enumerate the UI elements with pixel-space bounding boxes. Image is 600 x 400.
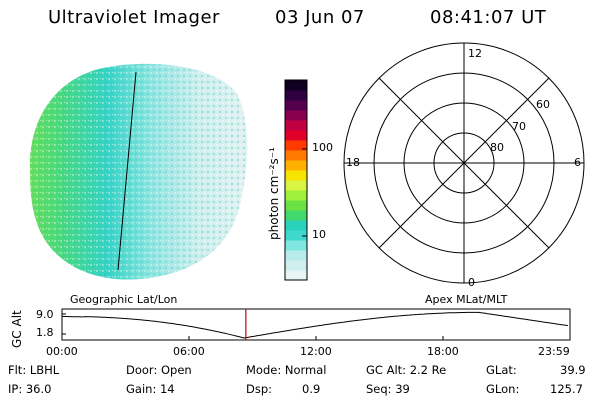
altitude-x-tick-label: 06:00: [173, 345, 205, 358]
mlt-label-0: 0: [468, 276, 475, 289]
altitude-y-top: 9.0: [36, 308, 54, 321]
colorbar-segment: [285, 110, 307, 121]
colorbar-segment: [285, 270, 307, 281]
mlt-label-18: 18: [346, 156, 360, 169]
colorbar: [284, 79, 308, 281]
lat-label-80: 80: [490, 141, 504, 154]
colorbar-segment: [285, 220, 307, 231]
colorbar-segment: [285, 190, 307, 201]
altitude-curve: [61, 311, 568, 339]
lat-label-60: 60: [536, 98, 550, 111]
colorbar-segment: [285, 170, 307, 181]
colorbar-tick-10: 10: [312, 228, 326, 241]
uv-earth-image: [29, 63, 248, 280]
right-panel-label: Apex MLat/MLT: [425, 293, 508, 306]
mlt-label-12: 12: [468, 47, 482, 60]
mode-info: Mode: Normal: [246, 363, 327, 377]
colorbar-segment: [285, 140, 307, 151]
left-panel-label: Geographic Lat/Lon: [70, 293, 178, 306]
gain-info: Gain: 14: [126, 382, 175, 396]
glon-label: GLon:: [486, 382, 520, 396]
filter-info: Flt: LBHL: [8, 363, 60, 377]
colorbar-frame: [284, 79, 308, 281]
colorbar-segment: [285, 150, 307, 161]
colorbar-segment: [285, 100, 307, 111]
door-info: Door: Open: [126, 363, 192, 377]
glon-value: 125.7: [550, 382, 583, 396]
colorbar-segment: [285, 90, 307, 101]
colorbar-segment: [285, 120, 307, 131]
colorbar-segment: [285, 230, 307, 241]
colorbar-segment: [285, 260, 307, 271]
altitude-x-tick-label: 18:00: [427, 345, 459, 358]
colorbar-unit-label: photon cm⁻²s⁻¹: [267, 147, 281, 240]
colorbar-segment: [285, 210, 307, 221]
altitude-ylabel: GC Alt: [10, 310, 24, 348]
altitude-plot-frame: [61, 308, 571, 341]
colorbar-segment: [285, 200, 307, 211]
terminator-line: [117, 71, 137, 271]
time-label: 08:41:07 UT: [430, 7, 547, 28]
colorbar-segment: [285, 240, 307, 251]
glat-value: 39.9: [560, 363, 586, 377]
date-label: 03 Jun 07: [275, 7, 365, 28]
altitude-plot: [61, 308, 571, 341]
colorbar-segment: [285, 130, 307, 141]
seq-info: Seq: 39: [366, 382, 410, 396]
colorbar-tick-100: 100: [312, 141, 333, 154]
colorbar-segment: [285, 160, 307, 171]
dsp-value: 0.9: [302, 382, 321, 396]
gc-alt-info: GC Alt: 2.2 Re: [366, 363, 447, 377]
ip-info: IP: 36.0: [8, 382, 52, 396]
altitude-y-bottom: 1.8: [36, 326, 54, 339]
altitude-x-tick-label: 00:00: [46, 345, 78, 358]
colorbar-segment: [285, 180, 307, 191]
polar-plot: [343, 42, 585, 284]
lat-label-70: 70: [512, 120, 526, 133]
altitude-x-tick-label: 23:59: [538, 345, 570, 358]
dsp-label: Dsp:: [246, 382, 273, 396]
colorbar-segment: [285, 80, 307, 91]
mlt-label-6: 6: [574, 156, 581, 169]
colorbar-segment: [285, 250, 307, 261]
instrument-title: Ultraviolet Imager: [48, 7, 220, 28]
glat-label: GLat:: [486, 363, 517, 377]
altitude-x-tick-label: 12:00: [300, 345, 332, 358]
